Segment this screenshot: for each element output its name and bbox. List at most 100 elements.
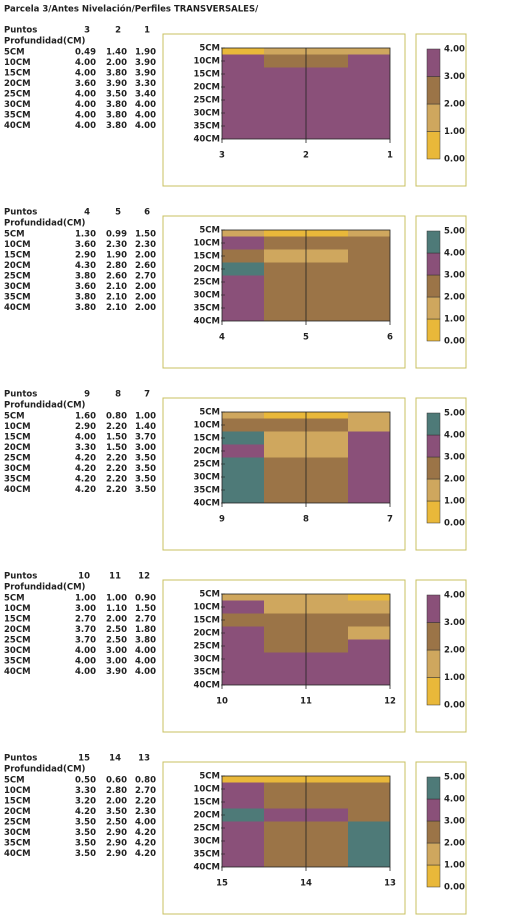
x-axis-label: 1	[387, 151, 393, 161]
contour-cell	[348, 834, 390, 848]
table-value: 2.00	[135, 303, 156, 313]
table-value: 3.20	[75, 797, 96, 807]
table-value: 2.70	[135, 615, 156, 625]
row-depth: 40CM	[4, 849, 31, 859]
table-value: 2.80	[106, 261, 127, 271]
y-axis-label: 30CM	[193, 473, 220, 483]
table-value: 2.50	[106, 636, 127, 646]
contour-cell	[222, 782, 264, 796]
legend-tick-label: 2.00	[444, 646, 465, 656]
y-axis-label: 30CM	[193, 109, 220, 119]
contour-cell	[348, 821, 390, 835]
legend-tick-label: 1.00	[444, 315, 465, 325]
table-value: 3.00	[106, 646, 127, 656]
y-axis-label: 40CM	[193, 863, 220, 873]
table-value: 2.20	[106, 422, 127, 432]
table-value: 3.50	[135, 475, 156, 485]
table-value: 1.00	[106, 594, 127, 604]
contour-cell	[348, 106, 390, 120]
legend-swatch	[426, 798, 441, 822]
table-value: 2.50	[106, 818, 127, 828]
x-axis-label: 14	[300, 879, 312, 889]
contour-cell	[348, 678, 390, 685]
x-axis-label: 15	[216, 879, 228, 889]
contour-cell	[348, 470, 390, 484]
table-value: 3.60	[75, 79, 96, 89]
contour-cell	[222, 106, 264, 120]
legend-swatch	[426, 622, 441, 651]
contour-cell	[222, 412, 264, 419]
legend-tick-label: 3.00	[444, 618, 465, 628]
table-value: 2.90	[106, 849, 127, 859]
table-value: 3.50	[106, 807, 127, 817]
row-depth: 5CM	[4, 412, 25, 422]
legend-swatch	[426, 864, 441, 888]
table-value: 2.30	[106, 240, 127, 250]
point-number: 11	[109, 572, 121, 582]
contour-cell	[222, 314, 264, 321]
table-value: 4.00	[75, 121, 96, 131]
contour-cell	[348, 301, 390, 315]
table-value: 2.10	[106, 303, 127, 313]
row-depth: 25CM	[4, 636, 31, 646]
y-axis-label: 10CM	[193, 785, 220, 795]
table-value: 4.00	[75, 111, 96, 121]
table-value: 2.20	[106, 485, 127, 495]
point-number: 13	[138, 754, 150, 764]
row-depth: 20CM	[4, 79, 31, 89]
row-depth: 25CM	[4, 818, 31, 828]
contour-cell	[222, 236, 264, 250]
row-depth: 30CM	[4, 464, 31, 474]
y-axis-label: 30CM	[193, 655, 220, 665]
table-value: 2.00	[135, 282, 156, 292]
row-depth: 10CM	[4, 604, 31, 614]
contour-cell	[222, 626, 264, 640]
contour-cell	[348, 613, 390, 627]
legend-tick-label: 3.00	[444, 271, 465, 281]
row-depth: 30CM	[4, 100, 31, 110]
x-axis-label: 5	[303, 333, 309, 343]
contour-cell	[348, 431, 390, 445]
contour-cell	[222, 860, 264, 867]
contour-cell	[222, 93, 264, 107]
point-number: 5	[115, 208, 121, 218]
y-axis-label: 15CM	[193, 252, 220, 262]
row-depth: 5CM	[4, 776, 25, 786]
y-axis-label: 35CM	[193, 122, 220, 132]
contour-cell	[222, 776, 264, 783]
points-label: Puntos	[4, 208, 37, 218]
contour-cell	[222, 483, 264, 497]
legend-swatch	[426, 296, 441, 320]
page-title: Parcela 3/Antes Nivelación/Perfiles TRAN…	[4, 4, 259, 15]
y-axis-label: 35CM	[193, 850, 220, 860]
legend-tick-label: 0.00	[444, 883, 465, 893]
table-value: 2.20	[106, 464, 127, 474]
x-axis-label: 7	[387, 515, 393, 525]
legend-tick-label: 0.00	[444, 337, 465, 347]
contour-cell	[348, 457, 390, 471]
contour-cell	[348, 626, 390, 640]
table-value: 2.10	[106, 282, 127, 292]
points-label: Puntos	[4, 572, 37, 582]
contour-cell	[348, 236, 390, 250]
legend-swatch	[426, 252, 441, 276]
table-value: 4.20	[135, 828, 156, 838]
contour-cell	[222, 275, 264, 289]
contour-cell	[348, 275, 390, 289]
y-axis-label: 40CM	[193, 681, 220, 691]
contour-cell	[348, 639, 390, 653]
row-depth: 40CM	[4, 121, 31, 131]
table-value: 3.80	[75, 272, 96, 282]
table-value: 1.50	[106, 433, 127, 443]
table-value: 3.60	[75, 240, 96, 250]
row-depth: 35CM	[4, 657, 31, 667]
table-value: 3.90	[135, 69, 156, 79]
contour-cell	[222, 470, 264, 484]
row-depth: 5CM	[4, 48, 25, 58]
table-value: 0.80	[106, 412, 127, 422]
row-depth: 40CM	[4, 667, 31, 677]
contour-cell	[222, 652, 264, 666]
table-value: 2.70	[135, 786, 156, 796]
point-number: 1	[144, 26, 150, 36]
table-value: 4.20	[75, 807, 96, 817]
